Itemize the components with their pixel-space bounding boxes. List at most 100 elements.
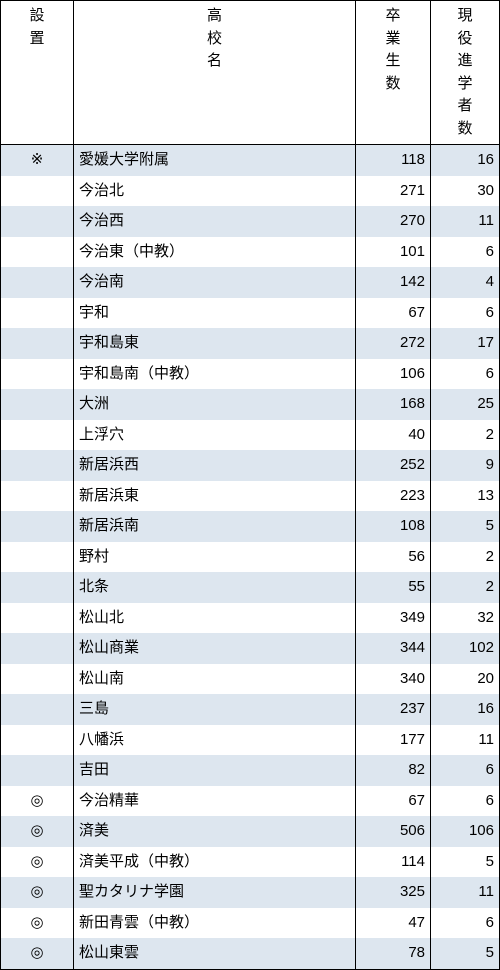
- cell-setchi: [1, 755, 74, 786]
- table-row: 大洲16825: [1, 389, 500, 420]
- table-row: 宇和676: [1, 298, 500, 329]
- table-row: 今治南1424: [1, 267, 500, 298]
- table-row: 新居浜東22313: [1, 481, 500, 512]
- cell-setchi: [1, 572, 74, 603]
- col-header-setchi: 設 置: [1, 1, 74, 145]
- cell-grad: 270: [356, 206, 431, 237]
- cell-grad: 271: [356, 176, 431, 207]
- cell-adv: 20: [431, 664, 500, 695]
- cell-setchi: [1, 694, 74, 725]
- cell-name: 新田青雲（中教）: [74, 908, 356, 939]
- cell-name: 今治東（中教）: [74, 237, 356, 268]
- cell-name: 今治南: [74, 267, 356, 298]
- cell-adv: 5: [431, 511, 500, 542]
- cell-name: 新居浜西: [74, 450, 356, 481]
- cell-adv: 30: [431, 176, 500, 207]
- table-row: 今治西27011: [1, 206, 500, 237]
- cell-name: 新居浜南: [74, 511, 356, 542]
- table-row: 宇和島南（中教）1066: [1, 359, 500, 390]
- cell-setchi: [1, 633, 74, 664]
- cell-grad: 349: [356, 603, 431, 634]
- cell-adv: 106: [431, 816, 500, 847]
- cell-name: 今治精華: [74, 786, 356, 817]
- cell-adv: 6: [431, 786, 500, 817]
- table-row: 松山商業344102: [1, 633, 500, 664]
- cell-grad: 56: [356, 542, 431, 573]
- table-row: 野村562: [1, 542, 500, 573]
- cell-name: 松山商業: [74, 633, 356, 664]
- table-row: ◎聖カタリナ学園32511: [1, 877, 500, 908]
- table-row: 今治北27130: [1, 176, 500, 207]
- col-header-name: 高 校 名: [74, 1, 356, 145]
- cell-adv: 2: [431, 420, 500, 451]
- cell-name: 済美平成（中教）: [74, 847, 356, 878]
- cell-name: 済美: [74, 816, 356, 847]
- cell-adv: 6: [431, 359, 500, 390]
- cell-setchi: ◎: [1, 938, 74, 969]
- cell-adv: 11: [431, 206, 500, 237]
- cell-setchi: [1, 206, 74, 237]
- cell-adv: 11: [431, 725, 500, 756]
- table-row: 北条552: [1, 572, 500, 603]
- cell-setchi: [1, 359, 74, 390]
- cell-adv: 32: [431, 603, 500, 634]
- cell-name: 今治西: [74, 206, 356, 237]
- cell-adv: 5: [431, 847, 500, 878]
- cell-setchi: ◎: [1, 847, 74, 878]
- col-header-adv: 現 役 進 学 者 数: [431, 1, 500, 145]
- cell-adv: 6: [431, 298, 500, 329]
- cell-grad: 114: [356, 847, 431, 878]
- cell-adv: 6: [431, 237, 500, 268]
- cell-grad: 325: [356, 877, 431, 908]
- cell-setchi: [1, 420, 74, 451]
- cell-setchi: [1, 481, 74, 512]
- cell-adv: 16: [431, 694, 500, 725]
- cell-grad: 168: [356, 389, 431, 420]
- cell-grad: 55: [356, 572, 431, 603]
- table-row: ◎済美506106: [1, 816, 500, 847]
- cell-setchi: ◎: [1, 816, 74, 847]
- cell-grad: 82: [356, 755, 431, 786]
- table-row: 三島23716: [1, 694, 500, 725]
- cell-grad: 106: [356, 359, 431, 390]
- table-row: ◎松山東雲785: [1, 938, 500, 969]
- cell-adv: 6: [431, 755, 500, 786]
- cell-grad: 506: [356, 816, 431, 847]
- cell-grad: 67: [356, 786, 431, 817]
- cell-grad: 47: [356, 908, 431, 939]
- cell-setchi: [1, 298, 74, 329]
- cell-adv: 17: [431, 328, 500, 359]
- cell-setchi: [1, 664, 74, 695]
- cell-grad: 118: [356, 145, 431, 176]
- cell-setchi: [1, 450, 74, 481]
- cell-grad: 344: [356, 633, 431, 664]
- cell-grad: 67: [356, 298, 431, 329]
- cell-name: 聖カタリナ学園: [74, 877, 356, 908]
- col-header-grad: 卒 業 生 数: [356, 1, 431, 145]
- cell-adv: 16: [431, 145, 500, 176]
- cell-name: 大洲: [74, 389, 356, 420]
- cell-setchi: [1, 725, 74, 756]
- cell-grad: 78: [356, 938, 431, 969]
- table-body: ※愛媛大学附属11816今治北27130今治西27011今治東（中教）1016今…: [1, 145, 500, 970]
- cell-grad: 142: [356, 267, 431, 298]
- cell-setchi: ◎: [1, 786, 74, 817]
- cell-name: 宇和: [74, 298, 356, 329]
- table-row: 上浮穴402: [1, 420, 500, 451]
- cell-grad: 108: [356, 511, 431, 542]
- cell-adv: 25: [431, 389, 500, 420]
- schools-table: 設 置 高 校 名 卒 業 生 数 現 役 進 学 者 数 ※愛媛大学附属118…: [0, 0, 500, 970]
- cell-adv: 6: [431, 908, 500, 939]
- cell-adv: 13: [431, 481, 500, 512]
- cell-setchi: ◎: [1, 877, 74, 908]
- cell-name: 吉田: [74, 755, 356, 786]
- cell-name: 今治北: [74, 176, 356, 207]
- cell-adv: 5: [431, 938, 500, 969]
- cell-grad: 237: [356, 694, 431, 725]
- cell-name: 上浮穴: [74, 420, 356, 451]
- table-row: 八幡浜17711: [1, 725, 500, 756]
- cell-name: 宇和島東: [74, 328, 356, 359]
- cell-setchi: ※: [1, 145, 74, 176]
- table-header: 設 置 高 校 名 卒 業 生 数 現 役 進 学 者 数: [1, 1, 500, 145]
- cell-name: 松山北: [74, 603, 356, 634]
